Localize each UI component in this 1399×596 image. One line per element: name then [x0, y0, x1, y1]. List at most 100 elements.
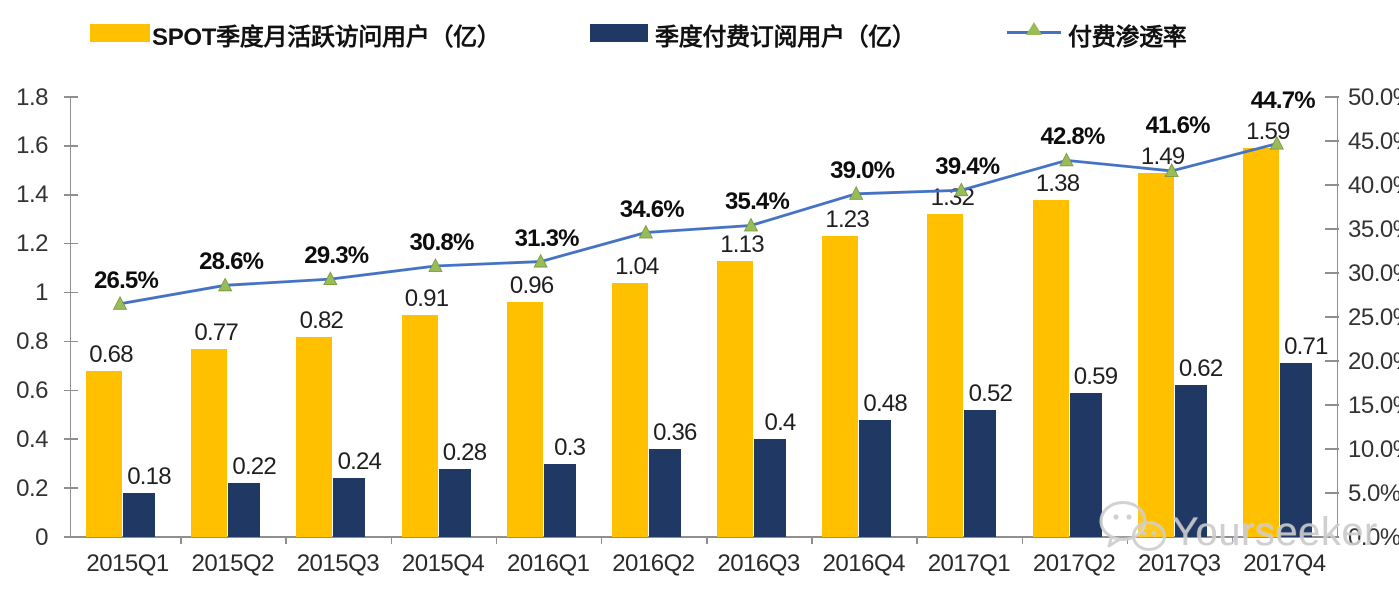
x-axis-category-label: 2016Q2	[612, 550, 695, 577]
bar-mau	[296, 336, 333, 537]
bar-mau	[717, 260, 753, 537]
right-axis-tick	[1325, 536, 1339, 538]
bar-label-subs: 0.28	[442, 438, 487, 466]
right-axis-tick	[1325, 360, 1339, 362]
left-axis-tick-label: 0	[35, 523, 48, 551]
bar-label-mau: 0.96	[509, 272, 554, 300]
legend-triangle-marker-icon	[1026, 22, 1042, 35]
x-axis-tick	[495, 537, 498, 544]
penetration-label: 44.7%	[1250, 87, 1316, 115]
triangle-marker-icon	[218, 277, 233, 292]
bar-label-mau: 1.04	[615, 252, 659, 280]
legend-label-penetration: 付费渗透率	[1068, 24, 1187, 51]
right-axis-tick-label: 40.0%	[1348, 171, 1399, 199]
bar-mau	[506, 302, 543, 537]
x-axis-category-label: 2017Q3	[1138, 550, 1221, 577]
left-axis-tick	[63, 389, 78, 392]
x-axis-category-label: 2015Q2	[191, 550, 275, 577]
left-axis-tick	[63, 242, 78, 245]
triangle-marker-icon	[743, 217, 759, 232]
x-axis-tick	[811, 537, 813, 544]
left-axis-tick	[63, 438, 78, 440]
bar-subs	[1069, 392, 1102, 537]
penetration-label: 41.6%	[1145, 111, 1211, 139]
bar-subs	[1174, 385, 1207, 537]
bar-mau	[401, 314, 438, 537]
wechat-icon	[1099, 501, 1166, 551]
triangle-marker-icon	[323, 271, 338, 286]
bar-label-mau: 0.82	[299, 306, 344, 334]
triangle-marker-icon	[533, 253, 548, 268]
x-axis-category-label: 2017Q2	[1032, 550, 1116, 577]
x-axis-tick	[600, 537, 603, 544]
right-axis-tick-label: 20.0%	[1348, 347, 1399, 375]
x-axis-tick	[1021, 537, 1023, 544]
left-axis-tick	[63, 536, 78, 538]
x-axis-tick	[180, 537, 182, 544]
right-axis-tick	[1325, 448, 1339, 450]
bar-label-subs: 0.48	[863, 389, 907, 417]
bar-mau	[927, 214, 964, 537]
penetration-label: 29.3%	[304, 242, 369, 270]
left-axis-tick	[63, 96, 78, 98]
penetration-label: 35.4%	[724, 188, 790, 216]
bar-label-subs: 0.24	[337, 448, 382, 476]
bar-subs	[438, 468, 471, 537]
left-axis-tick	[63, 291, 78, 294]
right-axis-tick	[1325, 96, 1339, 98]
bar-subs	[859, 419, 892, 537]
left-axis-tick-label: 0.2	[16, 474, 48, 502]
left-axis-tick	[63, 145, 78, 147]
right-axis-tick	[1325, 184, 1339, 186]
triangle-marker-icon	[1059, 152, 1074, 167]
left-axis-tick-label: 1.8	[16, 83, 48, 111]
left-axis-tick	[63, 340, 78, 343]
bar-label-mau: 0.68	[89, 340, 133, 368]
bar-mau	[822, 236, 859, 537]
x-axis-tick	[390, 537, 392, 544]
left-axis-tick-label: 1.6	[16, 132, 48, 160]
penetration-label: 39.0%	[830, 156, 895, 184]
x-axis-tick	[706, 537, 708, 544]
x-axis-category-label: 2015Q3	[296, 550, 380, 577]
bar-label-mau: 0.91	[404, 284, 449, 312]
right-axis-tick	[1325, 228, 1339, 230]
bar-label-mau: 0.77	[194, 318, 238, 346]
bar-subs	[228, 483, 261, 537]
left-axis-tick-label: 0.4	[16, 425, 48, 453]
left-axis-tick-label: 0.8	[16, 327, 48, 355]
x-axis-category-label: 2016Q1	[507, 550, 590, 577]
bar-label-subs: 0.36	[653, 419, 697, 446]
left-axis-tick	[63, 487, 78, 489]
left-axis-tick-label: 1.2	[16, 230, 48, 258]
right-axis-tick	[1325, 492, 1339, 494]
bar-label-subs: 0.52	[968, 379, 1013, 407]
right-axis-tick-label: 35.0%	[1348, 215, 1399, 243]
legend-swatch-subs	[590, 24, 648, 42]
x-axis-tick	[1231, 537, 1234, 544]
watermark-text: Yourseeker	[1172, 510, 1378, 554]
bar-label-subs: 0.22	[232, 453, 276, 481]
bar-label-subs: 0.3	[554, 433, 586, 461]
right-axis-tick-label: 0.0%	[1348, 523, 1399, 551]
penetration-line	[119, 142, 1278, 306]
penetration-label: 39.4%	[935, 153, 1000, 181]
right-axis-tick	[1325, 316, 1339, 318]
right-axis-tick-label: 5.0%	[1348, 479, 1399, 507]
legend-label-subs: 季度付费订阅用户（亿）	[655, 24, 916, 51]
bar-label-subs: 0.18	[127, 463, 171, 490]
bar-subs	[1279, 363, 1312, 537]
bar-mau	[191, 348, 228, 537]
bar-subs	[648, 449, 681, 537]
triangle-marker-icon	[849, 185, 864, 200]
x-axis-category-label: 2017Q4	[1243, 550, 1326, 577]
penetration-label: 31.3%	[514, 224, 580, 252]
x-axis-category-label: 2015Q1	[86, 550, 169, 577]
triangle-marker-icon	[112, 295, 128, 310]
x-axis-tick	[285, 537, 287, 544]
bar-label-mau: 1.13	[720, 230, 764, 258]
bar-label-subs: 0.59	[1073, 362, 1118, 390]
watermark: Yourseeker	[1096, 496, 1378, 556]
triangle-marker-icon	[428, 258, 443, 272]
x-axis-category-label: 2015Q4	[401, 550, 485, 577]
